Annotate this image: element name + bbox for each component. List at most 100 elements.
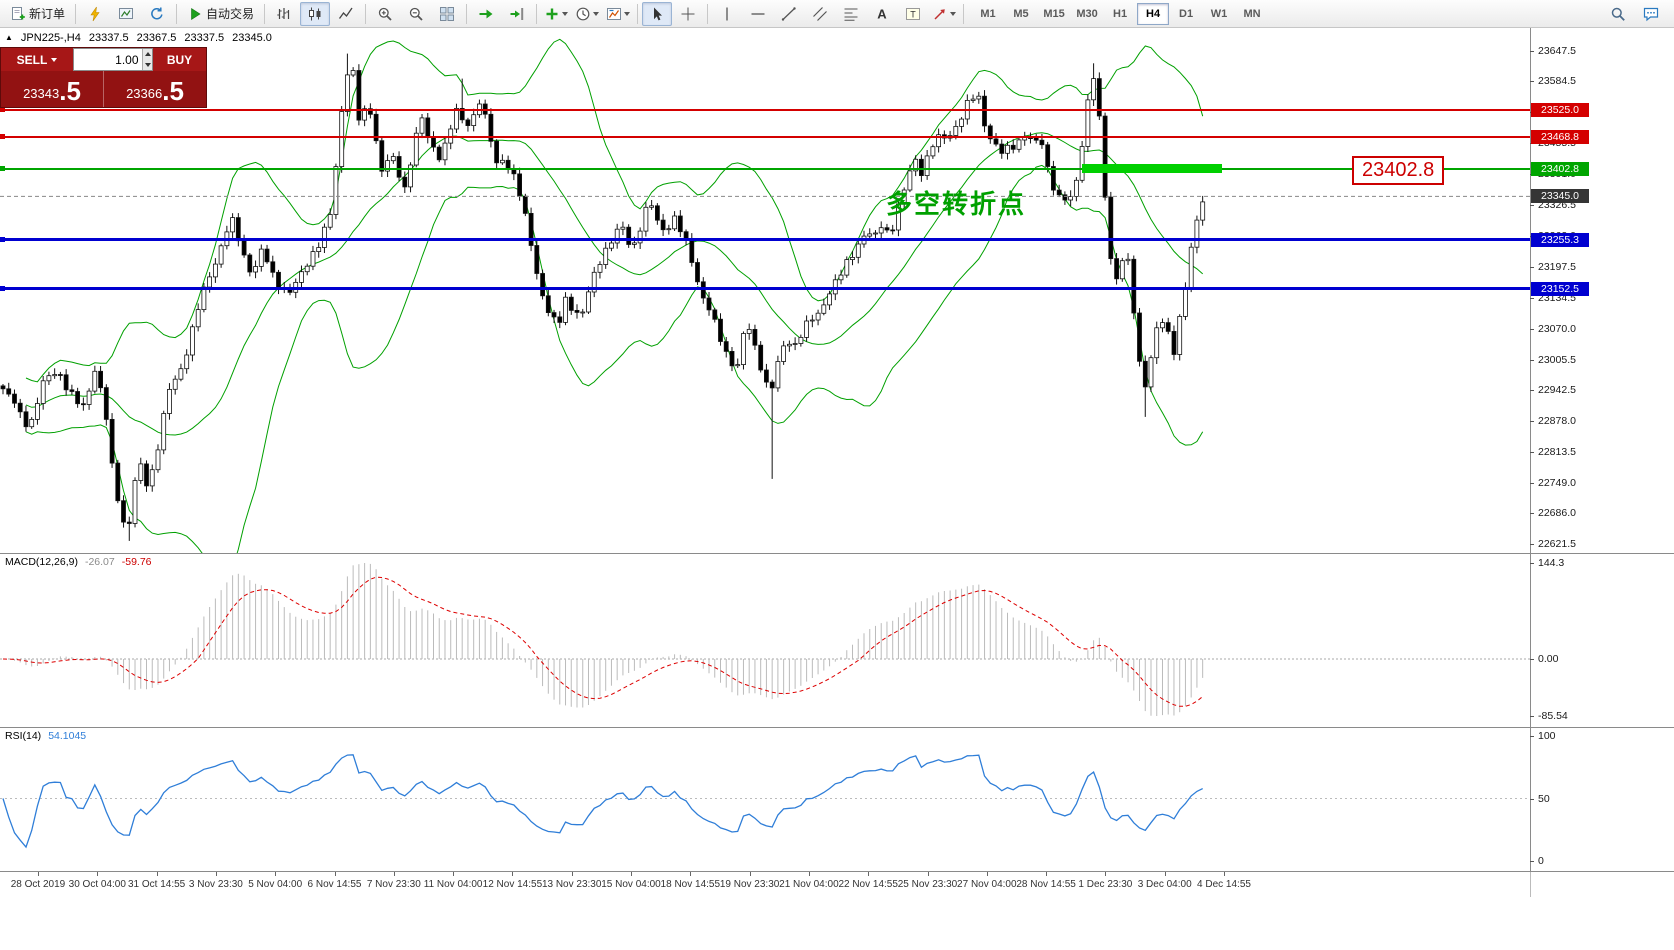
vertical-line-button[interactable] — [712, 2, 742, 26]
templates-button[interactable] — [603, 2, 633, 26]
timeframe-m15-button[interactable]: M15 — [1043, 7, 1065, 20]
time-axis-tick — [986, 872, 988, 876]
volume-increase-button[interactable] — [142, 49, 152, 60]
sell-price[interactable]: 23343 .5 — [1, 71, 104, 107]
time-axis-label: 12 Nov 14:55 — [482, 879, 543, 890]
volume-decrease-button[interactable] — [142, 59, 152, 70]
time-axis-label: 27 Nov 04:00 — [957, 879, 1017, 890]
line-anchor-marker — [0, 166, 5, 172]
fibonacci-button[interactable] — [836, 2, 866, 26]
hline-icon — [751, 12, 765, 15]
price-scale-tick — [1530, 451, 1534, 453]
timeframe-w1-button[interactable]: W1 — [1210, 7, 1228, 20]
macd-name: MACD(12,26,9) — [5, 556, 78, 568]
time-axis[interactable]: 28 Oct 2019 30 Oct 04:00 31 Oct 14:55 3 Nov… — [0, 871, 1674, 897]
volume-input[interactable] — [74, 49, 142, 70]
bar-chart-button[interactable] — [269, 2, 299, 26]
candlestick-chart[interactable] — [0, 28, 1530, 577]
autotrading-button[interactable]: 自动交易 — [181, 2, 260, 26]
arrows-button[interactable] — [929, 2, 959, 26]
label-button[interactable]: T — [898, 2, 928, 26]
one-click-toggle-icon[interactable]: ▲ — [5, 33, 13, 42]
macd-signal-value: -59.76 — [121, 556, 152, 568]
candlestick-plot-area[interactable] — [0, 28, 1530, 577]
timeframe-mn-button[interactable]: MN — [1243, 7, 1261, 20]
price-scale-tick — [1530, 205, 1534, 207]
zoom-out-button[interactable] — [401, 2, 431, 26]
price-scale-tick — [1530, 81, 1534, 83]
time-axis-tick — [453, 872, 455, 876]
tile-windows-button[interactable] — [432, 2, 462, 26]
buy-price[interactable]: 23366 .5 — [104, 71, 206, 107]
time-axis-label: 5 Nov 04:00 — [248, 879, 303, 890]
rsi-plot-area[interactable] — [0, 728, 1530, 877]
price-scale-label: 22749.0 — [1538, 476, 1576, 489]
time-axis-label: 28 Nov 14:55 — [1016, 879, 1076, 890]
text-button[interactable]: A — [867, 2, 897, 26]
sell-label: SELL — [16, 52, 48, 67]
price-badge-23468.8: 23468.8 — [1531, 129, 1589, 144]
rsi-chart[interactable] — [0, 728, 1530, 872]
channel-button[interactable] — [805, 2, 835, 26]
horizontal-line-23525.0[interactable] — [0, 108, 1530, 111]
auto-scroll-button[interactable] — [471, 2, 501, 26]
candlestick-chart-button[interactable] — [300, 1, 331, 26]
crosshair-button[interactable] — [673, 2, 703, 26]
new-order-button[interactable]: 新订单 — [4, 2, 71, 26]
trendline-button[interactable] — [774, 2, 804, 26]
timeframe-m5-button[interactable]: M5 — [1013, 7, 1029, 20]
price-scale-label: 22942.5 — [1538, 383, 1576, 396]
line-chart-button[interactable] — [331, 2, 361, 26]
toolbar-separator — [536, 3, 538, 24]
price-badge-23402.8: 23402.8 — [1531, 161, 1589, 176]
toolbar-right-group — [1603, 2, 1670, 26]
horizontal-line-23255.3[interactable] — [0, 238, 1530, 241]
zoom-in-button[interactable] — [370, 2, 400, 26]
price-badge-23255.3: 23255.3 — [1531, 232, 1589, 247]
periods-button[interactable] — [572, 2, 602, 26]
search-button[interactable] — [1603, 2, 1633, 26]
chart-annotation-text[interactable]: 多空转折点 — [886, 189, 1027, 219]
chat-button[interactable] — [1636, 2, 1666, 26]
play-icon — [191, 7, 201, 20]
price-highlight-segment[interactable] — [1082, 164, 1222, 174]
strategy-tester-button[interactable] — [111, 2, 141, 26]
indicators-button[interactable] — [541, 2, 571, 26]
clock-icon — [576, 7, 590, 20]
toolbar-separator — [75, 3, 77, 24]
horizontal-line-23468.8[interactable] — [0, 135, 1530, 138]
sell-dropdown-caret-icon — [51, 57, 58, 62]
refresh-button[interactable] — [142, 2, 172, 26]
buy-button[interactable]: BUY — [153, 48, 206, 71]
horizontal-line-23152.5[interactable] — [0, 287, 1530, 291]
sell-button[interactable]: SELL — [1, 48, 73, 71]
timeframe-h4-button[interactable]: H4 — [1137, 2, 1170, 25]
price-scale-tick — [1530, 297, 1534, 299]
time-axis-label: 7 Nov 23:30 — [366, 879, 421, 890]
timeframe-d1-button[interactable]: D1 — [1179, 7, 1194, 20]
chart-shift-button[interactable] — [502, 2, 532, 26]
macd-chart[interactable] — [0, 554, 1530, 728]
time-axis-tick — [156, 872, 158, 876]
cursor-button[interactable] — [642, 1, 673, 26]
time-axis-label: 11 Nov 04:00 — [423, 879, 483, 890]
timeframe-m30-button[interactable]: M30 — [1076, 7, 1098, 20]
macd-indicator-pane[interactable]: MACD(12,26,9) -26.07 -59.76 144.3 0.00 -85… — [0, 553, 1674, 727]
time-axis-label: 30 Oct 04:00 — [68, 879, 126, 890]
timeframe-h1-button[interactable]: H1 — [1113, 7, 1128, 20]
price-scale-tick — [1530, 513, 1534, 514]
main-chart-pane[interactable]: ▲ JPN225-,H4 23337.5 23367.5 23337.5 233… — [0, 28, 1674, 577]
horizontal-line-23402.8[interactable] — [0, 167, 1530, 170]
toolbar-separator — [264, 3, 266, 24]
timeframe-m1-button[interactable]: M1 — [980, 7, 996, 20]
time-axis-tick — [631, 872, 632, 876]
price-callout-label[interactable]: 23402.8 — [1352, 156, 1445, 185]
rsi-scale-tick — [1530, 861, 1534, 862]
macd-plot-area[interactable] — [0, 554, 1530, 733]
price-scale-label: 22813.5 — [1538, 445, 1576, 458]
rsi-indicator-pane[interactable]: RSI(14) 54.1045 100 50 0 — [0, 727, 1674, 871]
time-axis-label: 15 Nov 04:00 — [601, 879, 661, 890]
horizontal-line-button[interactable] — [743, 2, 773, 26]
metaeditor-button[interactable] — [80, 2, 110, 26]
